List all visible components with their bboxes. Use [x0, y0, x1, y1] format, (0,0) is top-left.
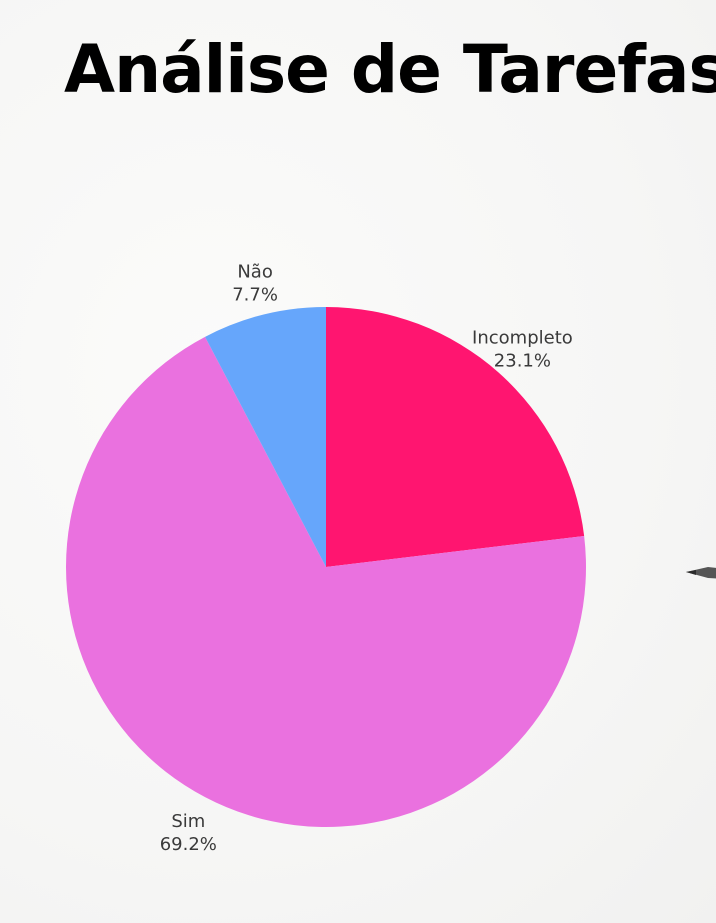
slice-percent-1: 69.2%: [160, 834, 217, 855]
slice-percent-0: 23.1%: [494, 351, 551, 372]
chart-title: Análise de Tarefas: [64, 31, 716, 108]
slice-label-0: Incompleto: [472, 328, 573, 349]
slice-percent-2: 7.7%: [232, 285, 278, 306]
slice-label-1: Sim: [171, 811, 205, 832]
pie-slice-0: [326, 307, 585, 567]
pie-slice-2: [205, 307, 326, 567]
slice-label-2: Não: [237, 262, 273, 283]
pen-tip-decoration: [686, 567, 716, 579]
pie-slice-1: [66, 336, 587, 827]
pie-slices: [66, 307, 587, 827]
